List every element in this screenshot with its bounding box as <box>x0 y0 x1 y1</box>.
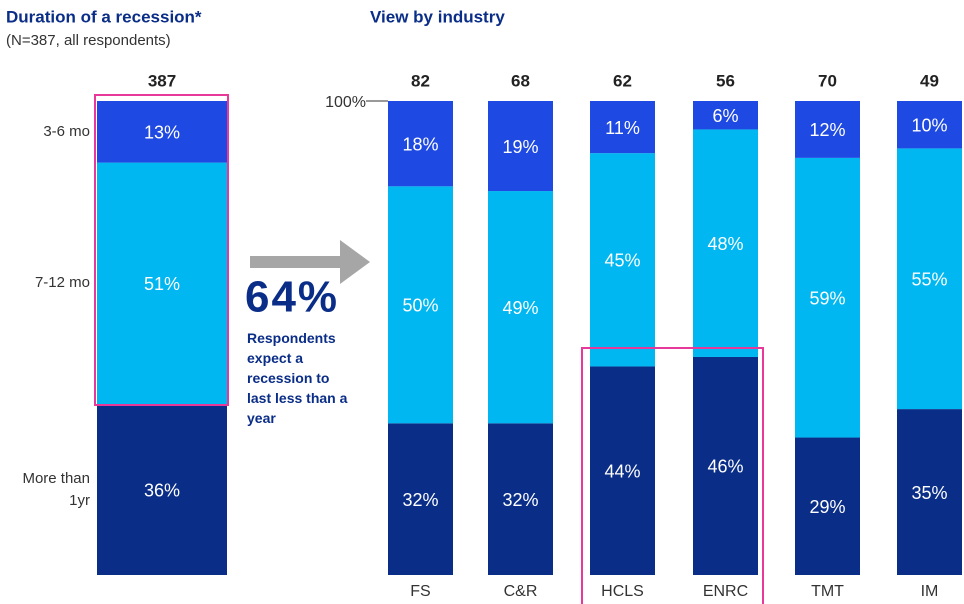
bar-segment <box>795 437 860 575</box>
bar-segment <box>590 153 655 367</box>
total-label: 70 <box>818 71 837 90</box>
bar-segment <box>795 157 860 438</box>
right-title: View by industry <box>370 7 505 26</box>
bar-segment <box>693 356 758 575</box>
series-label: 3-6 mo <box>43 122 90 140</box>
arrow <box>250 240 370 284</box>
value-label: 12% <box>809 120 845 140</box>
callout-value: 64% <box>245 273 337 322</box>
value-label: 59% <box>809 288 845 308</box>
bar-segment <box>693 101 758 130</box>
bar-segment <box>488 423 553 575</box>
total-label: 56 <box>716 71 735 90</box>
value-label: 11% <box>605 118 640 138</box>
series-label: More than 1yr <box>22 469 90 509</box>
x-tick-label: C&R <box>504 583 538 600</box>
bar-segment <box>388 101 453 187</box>
value-label: 44% <box>604 461 640 481</box>
total-label: 49 <box>920 71 939 90</box>
value-label: 32% <box>402 490 438 510</box>
bar-segment <box>388 423 453 575</box>
bar-segment <box>388 186 453 424</box>
value-label: 35% <box>911 483 947 503</box>
y-tick-label: 100% <box>325 94 366 111</box>
value-label: 46% <box>707 457 743 477</box>
total-label: 68 <box>511 71 530 90</box>
value-label: 29% <box>809 497 845 517</box>
bar-segment <box>97 162 227 405</box>
value-label: 13% <box>144 123 180 143</box>
bar-segment <box>488 101 553 192</box>
value-label: 32% <box>502 490 538 510</box>
value-label: 18% <box>402 134 438 154</box>
x-tick-label: TMT <box>811 583 844 600</box>
value-label: 49% <box>502 298 538 318</box>
x-tick-label: FS <box>410 583 430 600</box>
value-label: 55% <box>911 270 947 290</box>
x-tick-label: IM <box>921 583 939 600</box>
bar-segment <box>97 404 227 575</box>
callout-text: Respondents expect a recession to last l… <box>247 330 348 426</box>
bar-segment <box>897 409 962 575</box>
bar-segment <box>97 101 227 163</box>
left-title: Duration of a recession* <box>6 7 202 26</box>
highlight-box <box>94 94 229 406</box>
value-label: 48% <box>707 234 743 254</box>
total-label: 62 <box>613 71 632 90</box>
value-label: 10% <box>911 115 947 135</box>
total-label: 82 <box>411 71 430 90</box>
x-tick-label: HCLS <box>601 583 644 600</box>
value-label: 36% <box>144 480 180 500</box>
value-label: 50% <box>402 296 438 316</box>
bar-segment <box>590 101 655 154</box>
bar-segment <box>795 101 860 158</box>
bar-segment <box>693 129 758 357</box>
value-label: 19% <box>502 137 538 157</box>
highlight-box <box>581 347 764 604</box>
bar-segment <box>590 366 655 575</box>
left-subtitle: (N=387, all respondents) <box>6 32 171 49</box>
x-tick-label: ENRC <box>703 583 748 600</box>
bar-segment <box>897 101 962 149</box>
bar-segment <box>897 148 962 410</box>
value-label: 45% <box>604 251 640 271</box>
series-label: 7-12 mo <box>34 274 90 292</box>
value-label: 6% <box>712 106 738 126</box>
total-label: 387 <box>148 71 176 90</box>
bar-segment <box>488 191 553 424</box>
value-label: 51% <box>144 274 180 294</box>
